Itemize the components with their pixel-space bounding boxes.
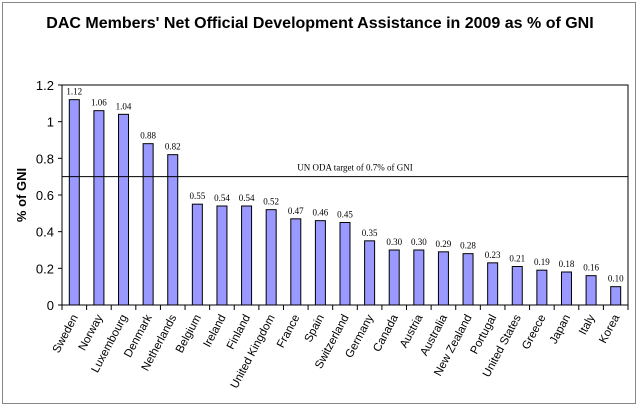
- data-label: 0.35: [362, 228, 378, 238]
- data-label: 0.30: [386, 237, 402, 247]
- data-label: 0.45: [337, 210, 353, 220]
- data-label: 0.18: [559, 259, 575, 269]
- bar-italy: [585, 275, 597, 306]
- bar-ireland: [216, 205, 228, 306]
- x-category-label: Japan: [548, 313, 573, 346]
- bar-australia: [437, 251, 449, 306]
- data-label: 0.29: [436, 239, 452, 249]
- x-category-label: Spain: [303, 313, 327, 345]
- y-tick-label: 0.4: [36, 225, 54, 240]
- data-label: 0.19: [534, 257, 550, 267]
- data-label: 0.47: [288, 206, 304, 216]
- bar-norway: [93, 110, 105, 306]
- data-label: 0.28: [460, 241, 476, 251]
- data-label: 0.55: [189, 191, 205, 201]
- x-category-label: Ireland: [201, 313, 228, 350]
- y-tick-label: 0.8: [36, 151, 54, 166]
- data-label: 0.16: [583, 263, 599, 273]
- bar-france: [290, 218, 302, 306]
- y-tick-label: 0.6: [36, 188, 54, 203]
- bar-finland: [241, 205, 253, 306]
- y-axis-label: % of GNI: [14, 168, 29, 222]
- data-label: 0.82: [165, 142, 181, 152]
- data-label: 0.30: [411, 237, 427, 247]
- x-category-label: Italy: [577, 313, 598, 337]
- bar-luxembourg: [118, 113, 130, 306]
- reference-line-label: UN ODA target of 0.7% of GNI: [297, 163, 413, 173]
- data-label: 0.52: [263, 197, 279, 207]
- y-tick-label: 0: [47, 298, 54, 313]
- data-label: 1.04: [116, 101, 132, 111]
- bar-united-kingdom: [265, 209, 277, 306]
- bar-japan: [560, 271, 572, 306]
- bar-spain: [314, 220, 326, 306]
- data-label: 0.10: [608, 274, 624, 284]
- data-label: 0.54: [214, 193, 230, 203]
- bar-germany: [364, 240, 376, 306]
- chart-title: DAC Members' Net Official Development As…: [46, 15, 594, 32]
- bar-portugal: [487, 262, 499, 306]
- bar-sweden: [68, 99, 80, 306]
- y-tick-label: 1.2: [36, 78, 54, 93]
- bar-belgium: [191, 203, 203, 306]
- bar-switzerland: [339, 222, 351, 306]
- x-category-label: Greece: [520, 313, 548, 352]
- chart-frame: [2, 2, 636, 404]
- x-category-label: France: [275, 313, 302, 350]
- x-category-label: Sweden: [51, 313, 81, 355]
- data-label: 0.46: [313, 208, 329, 218]
- bar-austria: [413, 249, 425, 306]
- data-label: 1.12: [66, 87, 82, 97]
- data-label: 1.06: [91, 98, 107, 108]
- bar-greece: [536, 269, 548, 306]
- bar-korea: [610, 286, 622, 306]
- data-label: 0.54: [239, 193, 255, 203]
- y-tick-label: 1: [47, 115, 54, 130]
- bar-netherlands: [167, 154, 179, 306]
- bar-new-zealand: [462, 253, 474, 306]
- y-axis-title: % of GNI: [14, 168, 29, 222]
- data-label: 0.21: [509, 254, 525, 264]
- y-tick-label: 0.2: [36, 261, 54, 276]
- data-label: 0.23: [485, 250, 501, 260]
- x-category-label: Korea: [597, 312, 622, 345]
- bar-denmark: [142, 143, 154, 306]
- bar-canada: [388, 249, 400, 306]
- bar-united-states: [511, 266, 523, 306]
- data-label: 0.88: [140, 131, 156, 141]
